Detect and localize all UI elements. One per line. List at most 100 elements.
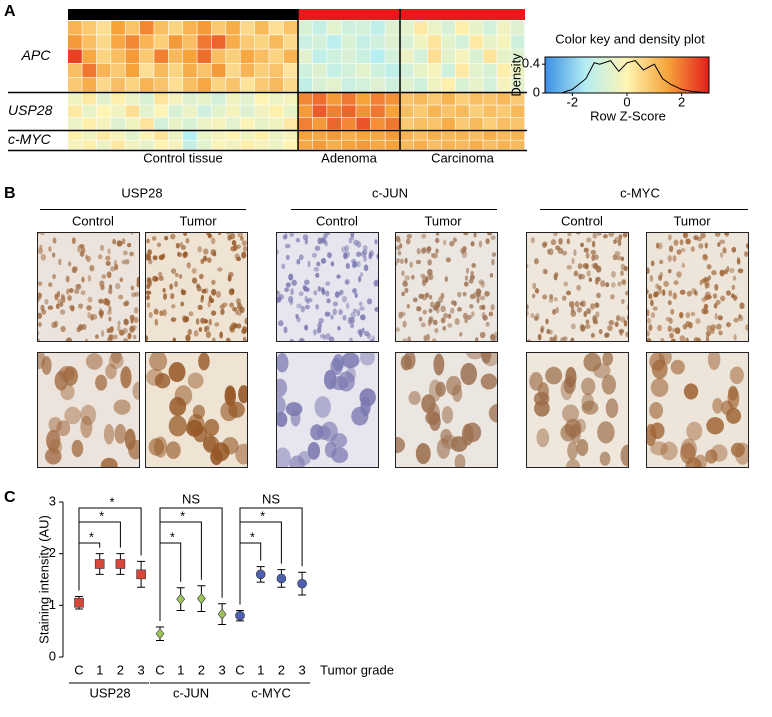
heatmap-cell — [240, 35, 255, 49]
nucleus — [440, 317, 446, 324]
nucleus — [346, 366, 356, 382]
nucleus — [193, 330, 199, 337]
heatmap-cell — [327, 105, 342, 118]
nucleus — [532, 293, 536, 299]
heatmap-cell — [283, 49, 298, 63]
nucleus — [304, 324, 309, 331]
nucleus — [573, 249, 577, 257]
nucleus — [122, 327, 128, 334]
nucleus — [197, 246, 203, 253]
nucleus — [334, 291, 340, 298]
nucleus — [452, 384, 463, 403]
x-tick-label: 0 — [623, 94, 630, 109]
nucleus — [107, 336, 113, 342]
heatmap-cell — [82, 105, 97, 118]
heatmap-cell — [356, 131, 371, 140]
heatmap-cell — [96, 63, 111, 78]
nucleus — [151, 236, 157, 241]
heatmap-cell — [441, 117, 455, 130]
heatmap-cell — [226, 63, 240, 78]
nucleus — [158, 271, 163, 277]
nucleus — [478, 279, 485, 285]
nucleus — [586, 237, 592, 243]
nucleus — [737, 268, 744, 274]
nucleus — [398, 311, 403, 319]
nucleus — [668, 317, 673, 324]
nucleus — [612, 254, 617, 261]
heatmap-cell — [111, 49, 125, 63]
nucleus — [276, 447, 291, 468]
heatmap-cell — [197, 131, 212, 140]
nucleus — [324, 311, 331, 317]
heatmap-cell — [111, 140, 125, 150]
nucleus — [182, 251, 189, 258]
nucleus — [421, 247, 426, 254]
nucleus — [738, 315, 744, 322]
nucleus — [397, 237, 401, 244]
x-axis-label: Tumor grade — [320, 662, 394, 677]
nucleus — [170, 268, 177, 274]
y-tick-label: 2 — [49, 545, 56, 560]
nucleus — [195, 318, 200, 325]
nucleus — [296, 303, 302, 309]
nucleus — [239, 236, 244, 241]
nucleus — [159, 310, 164, 317]
nucleus — [732, 275, 737, 281]
heatmap-cell — [254, 49, 269, 63]
heatmap-cell — [154, 21, 169, 35]
nucleus — [542, 294, 548, 300]
heatmap-cell — [125, 35, 140, 49]
nucleus — [705, 291, 711, 297]
nucleus — [471, 262, 477, 268]
nucleus — [300, 305, 305, 313]
nucleus — [553, 334, 558, 342]
heatmap-cell — [356, 117, 371, 130]
significance-bracket — [239, 521, 282, 605]
nucleus — [576, 438, 589, 457]
marker — [255, 569, 266, 580]
nucleus — [710, 328, 715, 335]
nucleus — [691, 287, 696, 294]
nucleus — [114, 424, 127, 444]
heatmap-cell — [400, 140, 414, 150]
nucleus — [368, 251, 373, 258]
stain-label: c-MYC — [620, 185, 660, 200]
nucleus — [490, 235, 496, 240]
nucleus — [114, 263, 119, 271]
heatmap-cell — [427, 140, 442, 150]
heatmap-cell — [483, 49, 497, 63]
heatmap-cell — [511, 77, 525, 92]
nucleus — [731, 284, 736, 291]
nucleus — [447, 323, 453, 328]
heatmap-cell — [111, 35, 125, 49]
marker — [74, 597, 84, 608]
nucleus — [90, 314, 94, 321]
tissue-frame — [526, 352, 629, 468]
heatmap-cell — [68, 140, 82, 150]
nucleus — [352, 288, 357, 294]
heatmap-cell — [96, 77, 111, 92]
significance-label: * — [250, 529, 255, 544]
nucleus — [447, 313, 452, 319]
nucleus — [146, 295, 150, 301]
nucleus — [325, 290, 330, 297]
heatmap-cell — [427, 21, 442, 35]
nucleus — [685, 337, 689, 342]
nucleus — [705, 330, 711, 337]
heatmap-cell — [413, 21, 428, 35]
nucleus — [566, 238, 571, 245]
nucleus — [217, 267, 223, 272]
nucleus — [613, 239, 617, 244]
nucleus — [211, 337, 216, 342]
nucleus — [617, 239, 622, 247]
heatmap-cell — [370, 140, 385, 150]
nucleus — [198, 273, 204, 280]
nucleus — [714, 232, 721, 237]
heatmap-cell — [82, 49, 97, 63]
heatmap-cell — [427, 93, 442, 105]
nucleus — [579, 273, 586, 280]
y-tick-label: 0 — [49, 648, 56, 663]
nucleus — [108, 316, 112, 322]
heatmap-cell — [197, 49, 212, 63]
marker — [297, 578, 307, 589]
